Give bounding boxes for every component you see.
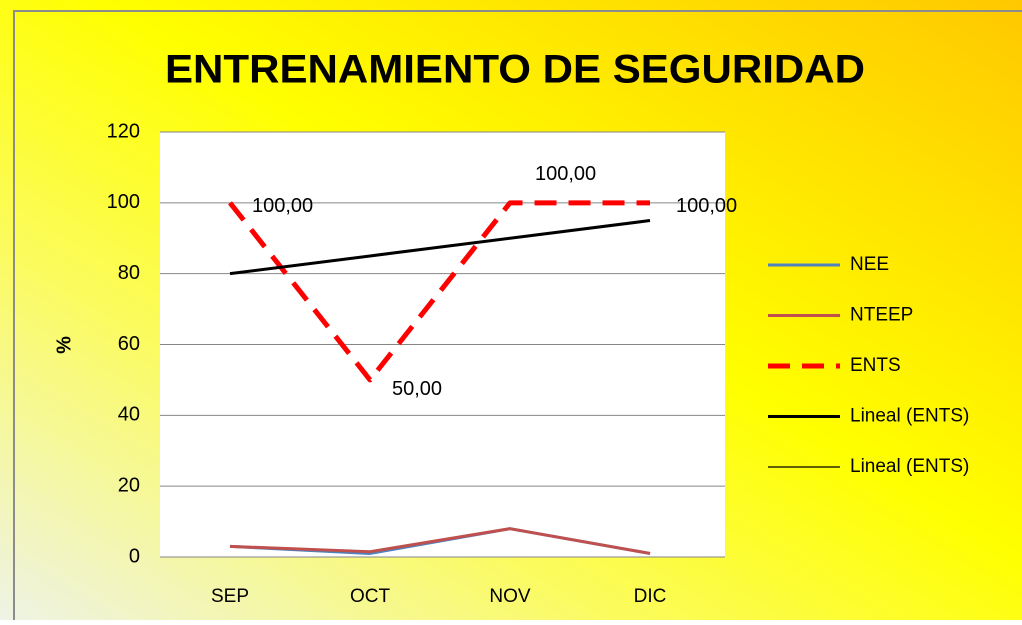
y-tick-label: 100	[107, 191, 140, 213]
legend-label: Lineal (ENTS)	[850, 406, 969, 427]
y-tick-label: 120	[107, 120, 140, 142]
x-tick-label: SEP	[211, 586, 249, 607]
legend-label: NTEEP	[850, 305, 913, 326]
series-line	[228, 200, 650, 383]
series-line	[229, 219, 651, 276]
frame	[13, 10, 1022, 620]
legend-label: Lineal (ENTS)	[850, 456, 969, 477]
series-line	[229, 527, 651, 555]
y-axis-label: %	[53, 336, 75, 354]
y-tick-label: 40	[118, 404, 140, 426]
data-label: 100,00	[252, 195, 313, 217]
y-tick-label: 80	[118, 262, 140, 284]
legend-label: NEE	[850, 254, 889, 275]
y-tick-label: 60	[118, 333, 140, 355]
x-tick-label: OCT	[350, 586, 391, 607]
x-tick-label: DIC	[634, 586, 667, 607]
y-tick-label: 20	[118, 474, 140, 496]
chart-title: ENTRENAMIENTO DE SEGURIDAD	[165, 48, 865, 92]
legend-label: ENTS	[850, 355, 901, 376]
data-label: 100,00	[535, 163, 596, 185]
x-tick-label: NOV	[489, 586, 531, 607]
data-label: 50,00	[392, 378, 442, 400]
data-label: 100,00	[676, 195, 737, 217]
y-tick-label: 0	[129, 545, 140, 567]
